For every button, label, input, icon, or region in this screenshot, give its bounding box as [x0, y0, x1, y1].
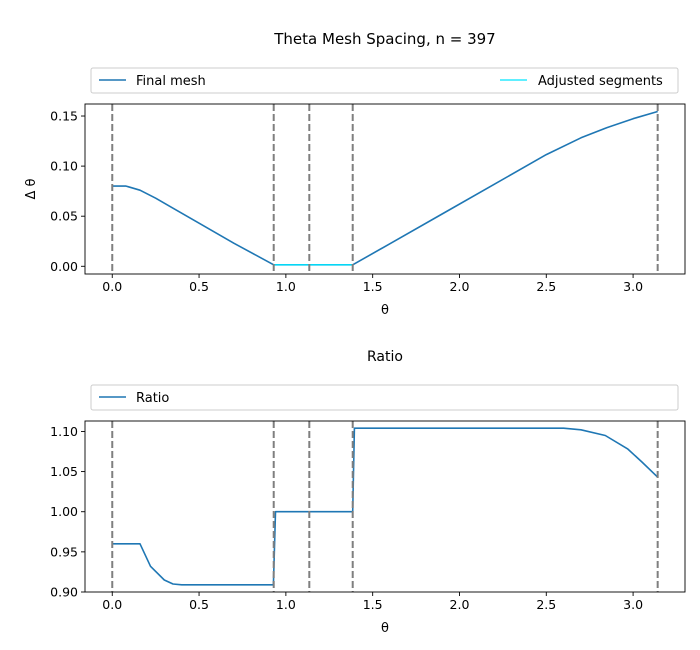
- x-tick-label: 0.0: [102, 597, 122, 612]
- plot-area: 0.0 0.5 1.0 1.5 2.0 2.5 3.0 0.90 0.95 1.00 1.05 1.1…: [50, 420, 686, 612]
- x-tick-label: 2.0: [450, 279, 470, 294]
- plot-area: 0.0 0.5 1.0 1.5 2.0 2.5 3.0 0.00 0.05 0.10 0.15: [50, 103, 686, 294]
- legend-label-ratio: Ratio: [136, 391, 169, 406]
- y-tick-label: 0.00: [50, 259, 78, 274]
- chart-panel-ratio: Ratio Ratio 0.0 0.5 1.0 1.5 2.0 2.5 3.0 0.90 0.9…: [50, 349, 686, 636]
- x-tick-label: 2.5: [536, 597, 556, 612]
- x-tick-label: 3.0: [623, 279, 643, 294]
- y-tick-label: 0.15: [50, 109, 78, 124]
- x-tick-label: 0.5: [189, 597, 209, 612]
- series-line-final-mesh: [112, 110, 658, 266]
- y-tick-label: 1.10: [50, 424, 78, 439]
- y-axis-label: Δ θ: [24, 178, 39, 199]
- y-tick-label: 0.95: [50, 544, 78, 559]
- panel-title-ratio: Ratio: [367, 349, 403, 365]
- y-tick-label: 0.90: [50, 585, 78, 600]
- y-tick-label: 1.00: [50, 504, 78, 519]
- y-tick-label: 0.10: [50, 159, 78, 174]
- x-tick-label: 3.0: [623, 597, 643, 612]
- x-tick-label: 2.5: [536, 279, 556, 294]
- axes-frame: [84, 103, 686, 275]
- y-tick-label: 1.05: [50, 464, 78, 479]
- x-tick-label: 1.0: [276, 597, 296, 612]
- chart-panel-mesh-spacing: Final mesh Adjusted segments 0.0 0.5 1.0 1.…: [24, 67, 686, 318]
- x-axis-label: θ: [381, 303, 389, 318]
- x-tick-label: 0.0: [102, 279, 122, 294]
- figure-title: Theta Mesh Spacing, n = 397: [273, 30, 495, 48]
- legend-box: [90, 67, 679, 94]
- x-tick-label: 0.5: [189, 279, 209, 294]
- y-tick-label: 0.05: [50, 209, 78, 224]
- legend-box: [90, 384, 679, 411]
- x-tick-label: 1.0: [276, 279, 296, 294]
- legend-label-adjusted-segments: Adjusted segments: [538, 74, 663, 89]
- legend-label-final-mesh: Final mesh: [136, 74, 206, 89]
- series-line-ratio: [112, 427, 659, 586]
- x-axis-label: θ: [381, 621, 389, 636]
- x-tick-label: 1.5: [363, 597, 383, 612]
- x-tick-label: 2.0: [450, 597, 470, 612]
- axes-frame: [84, 420, 686, 593]
- x-tick-label: 1.5: [363, 279, 383, 294]
